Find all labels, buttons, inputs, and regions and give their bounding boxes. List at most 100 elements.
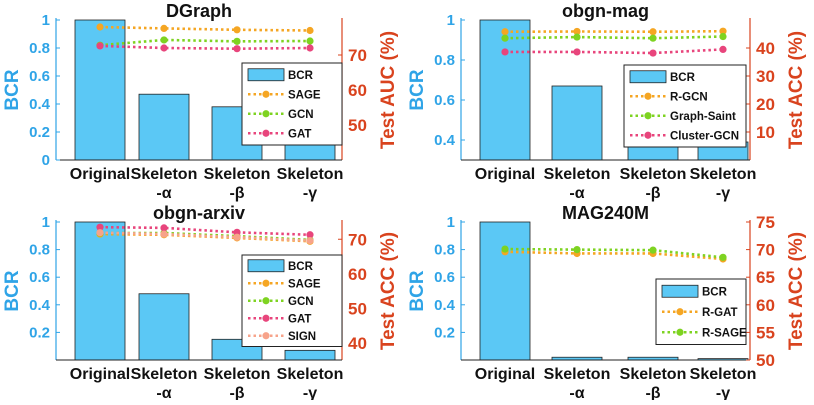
legend-swatch-marker bbox=[262, 90, 270, 98]
series-point-graph-saint bbox=[649, 34, 657, 42]
category-label: Original bbox=[475, 166, 535, 183]
y-axis-label-left: BCR bbox=[2, 270, 23, 311]
chart-title: obgn-mag bbox=[562, 1, 649, 21]
category-label: -γ bbox=[716, 185, 730, 202]
legend-label: R-GCN bbox=[670, 91, 708, 103]
category-label: Skeleton bbox=[690, 366, 757, 383]
right-tick-label: 40 bbox=[756, 39, 775, 58]
legend-label: Cluster-GCN bbox=[670, 130, 739, 142]
left-tick-label: 0.6 bbox=[29, 68, 50, 85]
chart-panel-4: 0.2 0.4 0.6 0.8 1 50 55 60 65 70 75 Original Skeleto… bbox=[407, 203, 807, 402]
series-point-sage bbox=[306, 26, 314, 35]
right-tick-label: 75 bbox=[756, 213, 775, 232]
right-tick-label: 10 bbox=[756, 123, 775, 142]
legend-swatch-marker bbox=[676, 328, 684, 336]
right-tick-label: 70 bbox=[348, 230, 367, 249]
legend-label: BCR bbox=[702, 286, 728, 298]
right-tick-label: 70 bbox=[348, 46, 367, 65]
series-point-r-gcn bbox=[501, 28, 509, 36]
left-tick-label: 0.4 bbox=[29, 297, 51, 314]
series-point-graph-saint bbox=[719, 32, 727, 41]
series-point-r-sage bbox=[573, 246, 581, 254]
chart-title: obgn-arxiv bbox=[153, 203, 245, 223]
category-label: Skeleton bbox=[620, 166, 687, 183]
series-point-r-sage bbox=[649, 246, 657, 254]
left-tick-label: 0.4 bbox=[434, 132, 456, 149]
right-tick-label: 20 bbox=[756, 95, 775, 114]
category-label: -α bbox=[156, 185, 171, 202]
right-tick-label: 30 bbox=[756, 67, 775, 86]
y-axis-label-right: Test ACC (%) bbox=[786, 232, 807, 350]
legend-swatch-marker bbox=[262, 129, 270, 137]
series-point-sign bbox=[233, 233, 241, 241]
legend-label: GCN bbox=[288, 109, 314, 121]
legend-label: R-GAT bbox=[702, 307, 738, 319]
y-axis-label-right: Test AUC (%) bbox=[378, 31, 399, 149]
series-point-gat bbox=[233, 45, 241, 53]
series-line-gat bbox=[99, 44, 311, 51]
legend-swatch-marker bbox=[644, 92, 652, 100]
legend-label: SAGE bbox=[288, 89, 321, 101]
left-tick-label: 1 bbox=[447, 214, 455, 231]
series-point-sign bbox=[96, 229, 104, 237]
y-axis-label-left: BCR bbox=[407, 69, 428, 110]
series-point-graph-saint bbox=[501, 34, 509, 42]
series-line-gcn bbox=[99, 38, 311, 47]
right-tick-label: 60 bbox=[348, 81, 367, 100]
left-tick-label: 0 bbox=[42, 152, 50, 169]
series-point-gcn bbox=[306, 37, 314, 45]
legend-swatch-marker bbox=[676, 308, 684, 316]
category-label: -β bbox=[229, 185, 244, 202]
category-label: Skeleton bbox=[690, 166, 757, 183]
legend-swatch-marker bbox=[262, 332, 270, 340]
bar-original bbox=[74, 19, 126, 161]
legend-label: Graph-Saint bbox=[670, 111, 736, 123]
left-tick-label: 0.8 bbox=[29, 242, 50, 259]
legend: BCR SAGE GCN GAT bbox=[241, 62, 343, 146]
legend-swatch-marker bbox=[262, 110, 270, 118]
series-point-r-sage bbox=[501, 245, 509, 253]
category-label: Skeleton bbox=[277, 166, 344, 183]
category-label: -γ bbox=[303, 385, 317, 400]
left-tick-label: 0.6 bbox=[29, 269, 50, 286]
bar-original bbox=[479, 19, 531, 161]
series-point-gat bbox=[96, 223, 104, 231]
legend-swatch-bar bbox=[247, 259, 285, 273]
bar-skeleton-α bbox=[551, 85, 603, 161]
left-tick-label: 1 bbox=[42, 214, 50, 231]
left-tick-label: 0.6 bbox=[434, 92, 455, 109]
left-tick-label: 0.4 bbox=[434, 297, 456, 314]
series-point-r-gcn bbox=[649, 28, 657, 36]
series-line-r-gcn bbox=[504, 29, 724, 34]
legend-label: GCN bbox=[288, 296, 314, 308]
bar-skeleton-α bbox=[138, 93, 190, 161]
right-tick-label: 40 bbox=[348, 334, 367, 353]
left-tick-label: 0.8 bbox=[29, 40, 50, 57]
right-tick-label: 50 bbox=[348, 116, 367, 135]
category-label: Skeleton bbox=[204, 366, 271, 383]
left-tick-label: 0.8 bbox=[434, 242, 455, 259]
legend: BCR R-GAT R-SAGE bbox=[655, 278, 747, 345]
left-tick-label: 0.6 bbox=[434, 269, 455, 286]
chart-title: MAG240M bbox=[562, 203, 649, 223]
legend-label: GAT bbox=[288, 313, 311, 325]
legend-swatch-bar bbox=[661, 284, 699, 298]
series-point-sage bbox=[160, 24, 168, 32]
legend: BCR SAGE GCN GAT SIGN bbox=[241, 254, 343, 347]
legend-label: GAT bbox=[288, 128, 311, 140]
series-point-r-sage bbox=[719, 253, 727, 261]
series-point-gat bbox=[96, 42, 104, 50]
series-line-sage bbox=[99, 25, 311, 32]
legend-swatch-marker bbox=[644, 112, 652, 120]
right-tick-label: 50 bbox=[348, 299, 367, 318]
category-label: -γ bbox=[303, 185, 317, 202]
series-point-cluster-gcn bbox=[649, 49, 657, 57]
legend-label: BCR bbox=[670, 72, 696, 84]
legend-label: BCR bbox=[288, 70, 314, 82]
left-tick-label: 0.2 bbox=[29, 324, 50, 341]
series-point-gcn bbox=[233, 37, 241, 45]
series-point-sign bbox=[160, 230, 168, 238]
